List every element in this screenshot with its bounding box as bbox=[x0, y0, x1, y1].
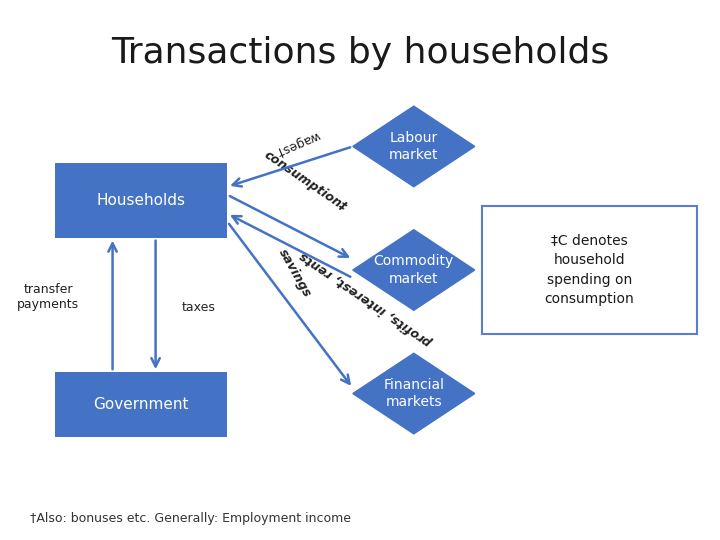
Polygon shape bbox=[353, 230, 474, 310]
Text: Commodity
market: Commodity market bbox=[374, 254, 454, 286]
Text: Labour
market: Labour market bbox=[389, 131, 438, 162]
FancyBboxPatch shape bbox=[482, 206, 697, 334]
Polygon shape bbox=[353, 353, 474, 434]
Text: profits, interest, rents: profits, interest, rents bbox=[297, 248, 435, 349]
Text: Transactions by households: Transactions by households bbox=[111, 36, 609, 70]
Text: ‡C denotes
household
spending on
consumption: ‡C denotes household spending on consump… bbox=[544, 234, 634, 306]
Text: wages†: wages† bbox=[274, 128, 321, 159]
Text: transfer
payments: transfer payments bbox=[17, 283, 79, 311]
Text: Financial
markets: Financial markets bbox=[383, 378, 444, 409]
Text: Households: Households bbox=[96, 193, 186, 208]
Polygon shape bbox=[353, 106, 474, 187]
Text: consumption‡: consumption‡ bbox=[261, 148, 349, 214]
Text: Government: Government bbox=[94, 397, 189, 412]
FancyBboxPatch shape bbox=[55, 163, 228, 238]
Text: taxes: taxes bbox=[181, 301, 215, 314]
Text: †Also: bonuses etc. Generally: Employment income: †Also: bonuses etc. Generally: Employmen… bbox=[30, 512, 351, 525]
Text: savings: savings bbox=[276, 246, 313, 300]
FancyBboxPatch shape bbox=[55, 372, 228, 436]
